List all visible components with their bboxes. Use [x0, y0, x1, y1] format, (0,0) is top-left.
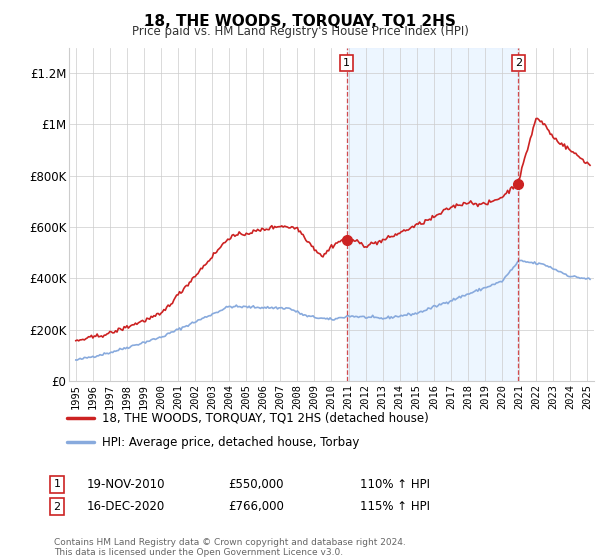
Text: Price paid vs. HM Land Registry's House Price Index (HPI): Price paid vs. HM Land Registry's House … — [131, 25, 469, 38]
Text: £766,000: £766,000 — [228, 500, 284, 514]
Text: 16-DEC-2020: 16-DEC-2020 — [87, 500, 165, 514]
Text: 19-NOV-2010: 19-NOV-2010 — [87, 478, 166, 491]
Text: 1: 1 — [53, 479, 61, 489]
Text: 18, THE WOODS, TORQUAY, TQ1 2HS: 18, THE WOODS, TORQUAY, TQ1 2HS — [144, 14, 456, 29]
Text: 2: 2 — [515, 58, 522, 68]
Text: 110% ↑ HPI: 110% ↑ HPI — [360, 478, 430, 491]
Text: 2: 2 — [53, 502, 61, 512]
Text: £550,000: £550,000 — [228, 478, 284, 491]
Text: 18, THE WOODS, TORQUAY, TQ1 2HS (detached house): 18, THE WOODS, TORQUAY, TQ1 2HS (detache… — [101, 411, 428, 424]
Text: Contains HM Land Registry data © Crown copyright and database right 2024.
This d: Contains HM Land Registry data © Crown c… — [54, 538, 406, 557]
Text: 1: 1 — [343, 58, 350, 68]
Text: 115% ↑ HPI: 115% ↑ HPI — [360, 500, 430, 514]
Text: HPI: Average price, detached house, Torbay: HPI: Average price, detached house, Torb… — [101, 436, 359, 449]
Bar — [347, 48, 518, 381]
